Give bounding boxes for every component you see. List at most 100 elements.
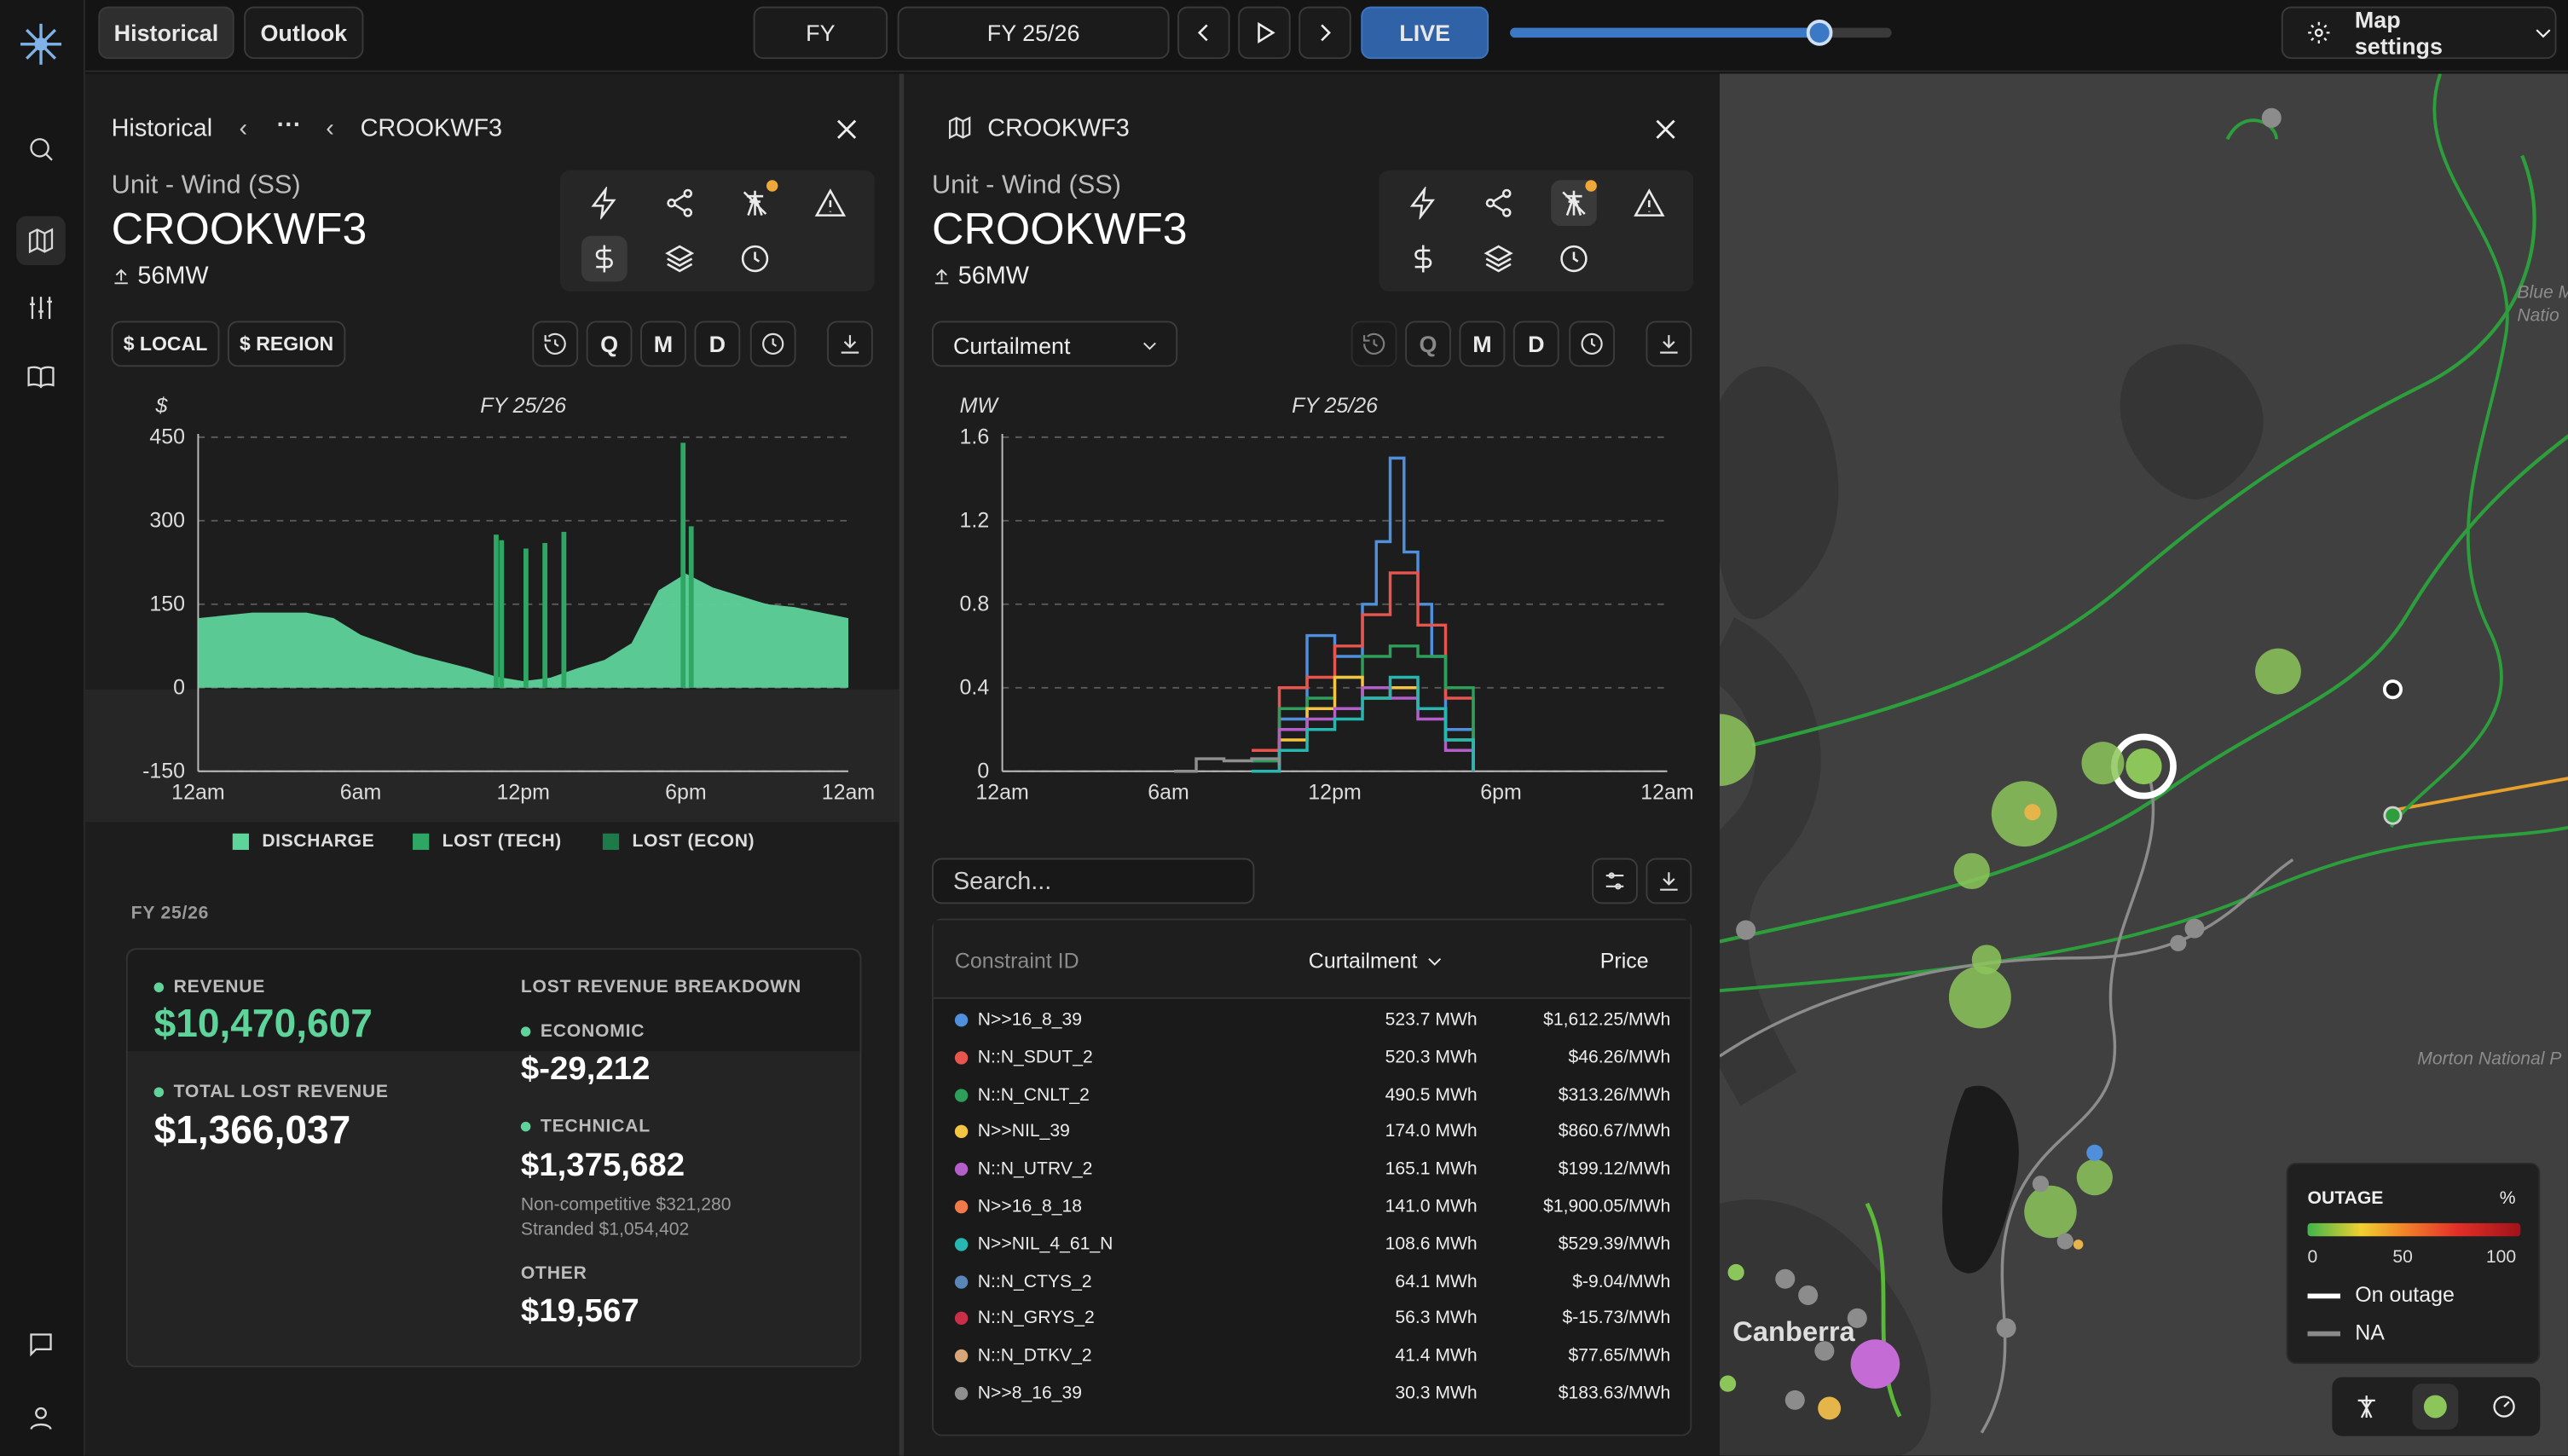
revenue-label-text: REVENUE	[173, 977, 266, 997]
filter-icon[interactable]	[1592, 858, 1638, 904]
table-row[interactable]: N>>NIL_39 174.0 MWh $860.67/MWh	[934, 1114, 1690, 1152]
circle-layer-icon[interactable]	[2412, 1384, 2459, 1430]
download-icon[interactable]	[827, 321, 873, 367]
table-row[interactable]: N::N_SDUT_2 520.3 MWh $46.26/MWh	[934, 1039, 1690, 1077]
upload-icon	[934, 268, 949, 284]
lightning-icon[interactable]	[1400, 180, 1446, 226]
stranded-value: Stranded $1,054,402	[520, 1220, 690, 1240]
history-icon[interactable]	[532, 321, 579, 367]
economic-label: ECONOMIC	[520, 1021, 645, 1042]
search-input[interactable]: Search...	[931, 858, 1255, 904]
warning-icon[interactable]	[807, 180, 853, 226]
download-icon[interactable]	[1645, 858, 1692, 904]
period-value-selector[interactable]: FY 25/26	[897, 6, 1170, 60]
dollar-icon[interactable]	[1400, 236, 1446, 282]
table-row[interactable]: N::N_GRYS_2 56.3 MWh $-15.73/MWh	[934, 1301, 1690, 1338]
table-row[interactable]: N>>16_8_18 141.0 MWh $1,900.05/MWh	[934, 1189, 1690, 1227]
play-button[interactable]	[1238, 6, 1291, 60]
day-button[interactable]: D	[694, 321, 741, 367]
layers-icon[interactable]	[1476, 236, 1522, 282]
quarter-button[interactable]: Q	[586, 321, 633, 367]
tab-historical[interactable]: Historical	[98, 6, 234, 60]
chat-icon[interactable]	[16, 1320, 66, 1369]
close-icon[interactable]	[832, 114, 862, 144]
period-type-selector[interactable]: FY	[753, 6, 888, 60]
y-tick-label: -150	[142, 759, 185, 783]
live-button[interactable]: LIVE	[1361, 6, 1489, 60]
table-row[interactable]: N::N_CNLT_2 490.5 MWh $313.26/MWh	[934, 1077, 1690, 1114]
curtailment-value: 141.0 MWh	[1385, 1197, 1478, 1217]
revenue-chart: -150 0 150 300 450 12am 6am 12pm 6pm 12am $ FY 25/2…	[84, 394, 899, 823]
curtailment-value: 520.3 MWh	[1385, 1047, 1478, 1068]
panel-title: CROOKWF3	[987, 114, 1130, 143]
tower-icon[interactable]	[732, 180, 778, 226]
breadcrumb-current[interactable]: CROOKWF3	[360, 114, 503, 143]
gauge-layer-icon[interactable]	[2481, 1384, 2527, 1430]
close-icon[interactable]	[1651, 114, 1680, 144]
share-icon[interactable]	[656, 180, 703, 226]
breadcrumb-root[interactable]: Historical	[111, 114, 213, 143]
series-color-dot	[954, 1200, 969, 1214]
capacity-value: 56MW	[137, 262, 209, 290]
warning-icon[interactable]	[1626, 180, 1672, 226]
discharge-area	[198, 573, 849, 688]
map-canvas[interactable]	[1719, 73, 2568, 1456]
book-icon[interactable]	[16, 352, 66, 402]
table-row[interactable]: N::N_DTKV_2 41.4 MWh $77.65/MWh	[934, 1338, 1690, 1376]
column-header-constraint[interactable]: Constraint ID	[954, 948, 1079, 974]
tab-outlook[interactable]: Outlook	[244, 6, 364, 60]
clock-icon[interactable]	[1569, 321, 1616, 367]
map-icon[interactable]	[16, 216, 66, 266]
layers-icon[interactable]	[656, 236, 703, 282]
constraint-id: N>>8_16_39	[977, 1384, 1082, 1404]
day-button[interactable]: D	[1512, 321, 1559, 367]
dollar-icon[interactable]	[581, 235, 628, 282]
month-button[interactable]: M	[1459, 321, 1506, 367]
month-button[interactable]: M	[640, 321, 686, 367]
capacity-value: 56MW	[957, 262, 1029, 290]
clock-icon[interactable]	[749, 321, 796, 367]
revenue-value: $10,470,607	[153, 1002, 373, 1047]
map-settings-label: Map settings	[2354, 6, 2443, 60]
column-header-price[interactable]: Price	[1599, 948, 1649, 974]
timeline-slider[interactable]	[1510, 20, 1892, 46]
column-header-curtailment[interactable]: Curtailment	[1309, 948, 1445, 973]
metric-dropdown[interactable]: Curtailment	[931, 321, 1178, 367]
breadcrumb-ellipsis[interactable]: ···	[276, 111, 302, 140]
economic-label-text: ECONOMIC	[540, 1021, 645, 1042]
history-icon[interactable]	[1351, 321, 1397, 367]
legend-label: LOST (TECH)	[442, 831, 562, 852]
user-icon[interactable]	[16, 1394, 66, 1443]
lightning-icon[interactable]	[581, 180, 628, 226]
clock-icon[interactable]	[732, 236, 778, 282]
chevron-left-icon[interactable]: ‹	[239, 114, 248, 143]
series-color-dot	[954, 1014, 969, 1027]
sliders-icon[interactable]	[16, 283, 66, 332]
table-row[interactable]: N::N_CTYS_2 64.1 MWh $-9.04/MWh	[934, 1263, 1690, 1301]
table-row[interactable]: N>>16_8_39 523.7 MWh $1,612.25/MWh	[934, 1002, 1690, 1040]
constraint-id: N::N_DTKV_2	[977, 1346, 1092, 1366]
clock-icon[interactable]	[1551, 236, 1597, 282]
share-icon[interactable]	[1476, 180, 1522, 226]
region-price-button[interactable]: $ REGION	[228, 321, 346, 367]
series-color-dot	[954, 1349, 969, 1363]
legend-na: NA	[2355, 1320, 2385, 1345]
table-row[interactable]: N>>8_16_39 30.3 MWh $183.63/MWh	[934, 1376, 1690, 1413]
table-row[interactable]: N>>NIL_4_61_N 108.6 MWh $529.39/MWh	[934, 1226, 1690, 1263]
next-button[interactable]	[1298, 6, 1351, 60]
tower-layer-icon[interactable]	[2344, 1384, 2390, 1430]
spike-bar	[542, 542, 548, 688]
timeline-slider-handle[interactable]	[1806, 20, 1832, 46]
download-icon[interactable]	[1645, 321, 1692, 367]
chevron-left-icon[interactable]: ‹	[326, 114, 334, 143]
panel-divider[interactable]	[899, 73, 905, 1456]
table-row[interactable]: N::N_UTRV_2 165.1 MWh $199.12/MWh	[934, 1152, 1690, 1189]
search-icon[interactable]	[16, 124, 66, 174]
local-price-button[interactable]: $ LOCAL	[111, 321, 220, 367]
tower-icon[interactable]	[1551, 180, 1597, 227]
chevron-down-icon	[1429, 957, 1443, 965]
map-settings-button[interactable]: Map settings	[2281, 6, 2557, 60]
quarter-button[interactable]: Q	[1405, 321, 1451, 367]
series-color-dot	[954, 1237, 969, 1251]
prev-button[interactable]	[1177, 6, 1230, 60]
